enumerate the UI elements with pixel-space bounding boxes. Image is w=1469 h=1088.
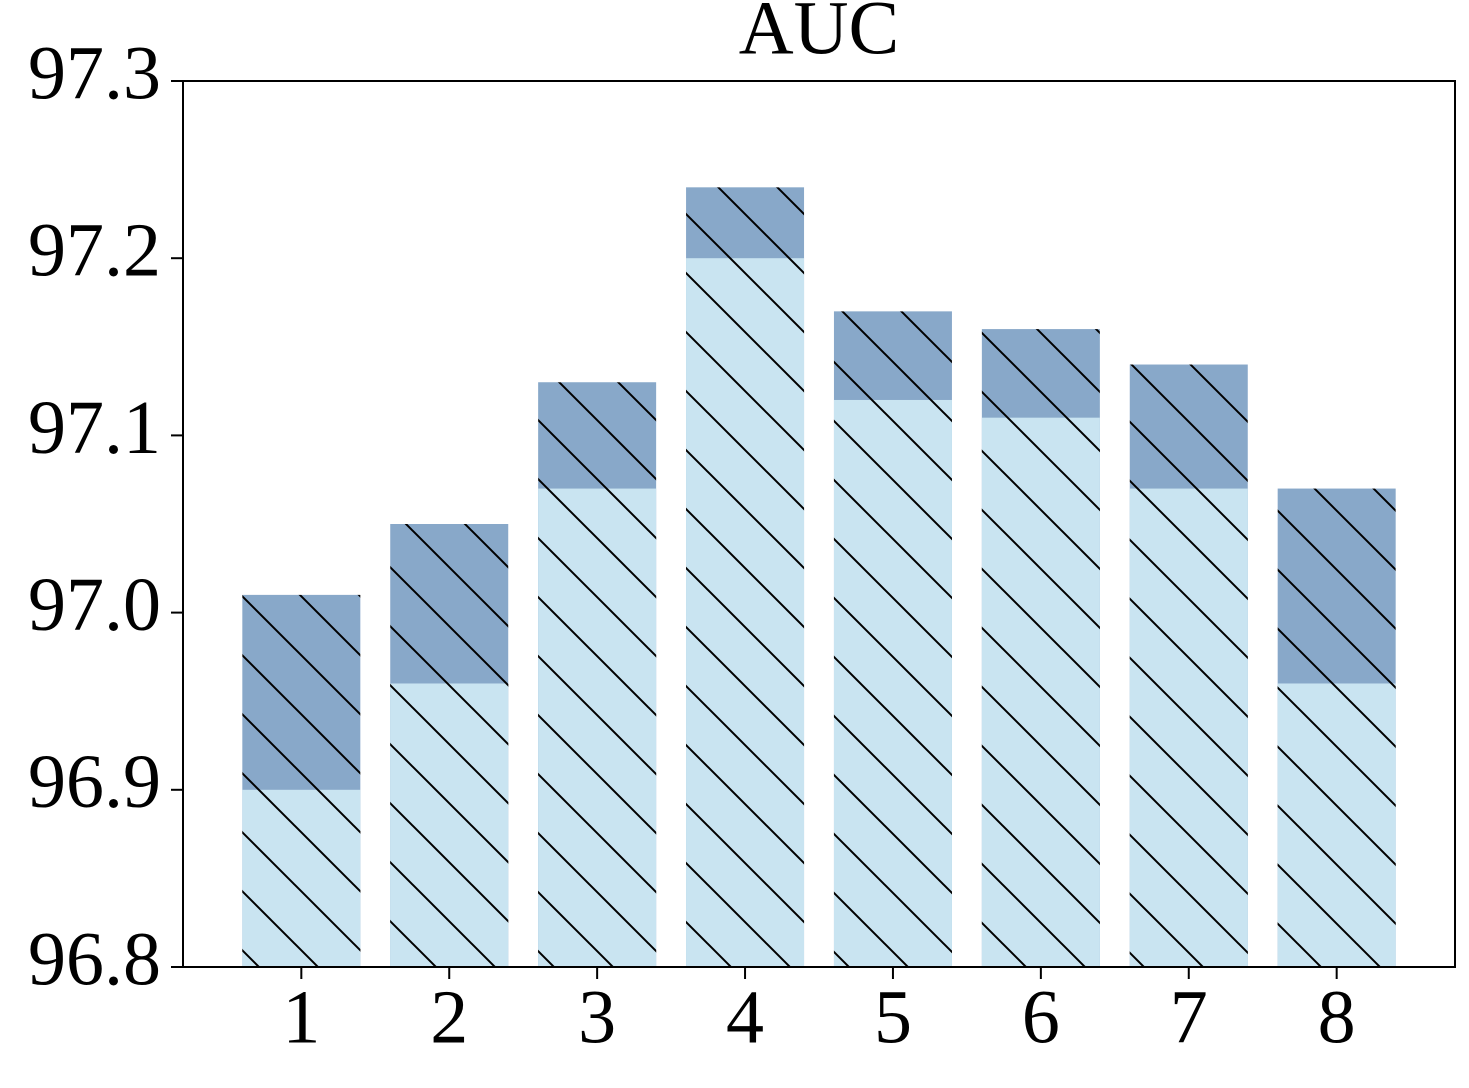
y-tick-label: 96.8	[28, 917, 161, 1001]
x-tick-label: 7	[1170, 975, 1208, 1059]
bar	[981, 417, 1100, 967]
x-tick-label: 6	[1022, 975, 1060, 1059]
bar	[833, 399, 952, 968]
x-tick-label: 5	[874, 975, 912, 1059]
chart-title: AUC	[739, 0, 899, 70]
bar	[242, 789, 361, 967]
x-tick-label: 2	[430, 975, 468, 1059]
plot-frame	[182, 80, 1456, 968]
x-tick-label: 3	[578, 975, 616, 1059]
y-tick-label: 97.1	[28, 386, 161, 470]
x-tick-label: 8	[1318, 975, 1356, 1059]
bar	[686, 258, 805, 967]
y-tick-label: 97.0	[28, 563, 161, 647]
x-tick-label: 1	[282, 975, 320, 1059]
bar	[1129, 488, 1248, 967]
y-tick-label: 97.3	[28, 31, 161, 115]
y-tick-label: 97.2	[28, 209, 161, 293]
bar	[538, 488, 657, 967]
bar	[1277, 683, 1396, 967]
bar	[390, 683, 509, 967]
y-tick-label: 96.9	[28, 740, 161, 824]
x-tick-label: 4	[726, 975, 764, 1059]
